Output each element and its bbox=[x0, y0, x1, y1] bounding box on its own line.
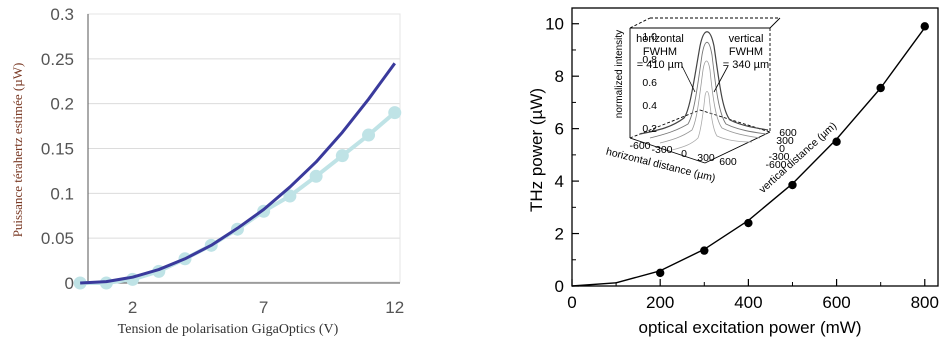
chart-right-series bbox=[571, 22, 929, 287]
series-data-point bbox=[655, 268, 665, 278]
chart-right-x-tick-label: 800 bbox=[911, 293, 939, 312]
chart-right-x-axis-title: optical excitation power (mW) bbox=[639, 318, 862, 337]
inset-z-axis-title: normalized intensity bbox=[614, 30, 625, 118]
series-measured-point bbox=[283, 189, 297, 203]
annotation-vertical-line-2: FWHM bbox=[729, 46, 763, 58]
chart-left-y-tick-label: 0.1 bbox=[50, 184, 74, 203]
chart-right-frame bbox=[571, 7, 939, 287]
inset-y-tick-label: -300 bbox=[768, 151, 789, 163]
annotation-horizontal-line-3: = 410 µm bbox=[637, 59, 683, 71]
chart-left-x-tick-label: 2 bbox=[128, 298, 137, 317]
chart-left: 0 0.05 0.1 0.15 0.2 0.25 0.3 2 7 12 Tension de p… bbox=[10, 5, 404, 337]
chart-right-y-tick-label: 0 bbox=[555, 277, 564, 296]
chart-left-x-tick-labels: 2 7 12 bbox=[128, 298, 404, 317]
inset-z-tick-label: 0.6 bbox=[642, 77, 657, 89]
inset-x-tick-label: -300 bbox=[651, 144, 672, 156]
chart-left-y-tick-label: 0.3 bbox=[50, 5, 74, 24]
annotation-vertical-line-3: = 340 µm bbox=[723, 59, 769, 71]
chart-right-x-tick-label: 200 bbox=[646, 293, 674, 312]
series-measured-line bbox=[80, 111, 397, 285]
inset-annotation-horizontal: horizontal FWHM = 410 µm bbox=[636, 33, 696, 93]
series-data-point bbox=[920, 22, 929, 31]
chart-left-x-axis-title: Tension de polarisation GigaOptics (V) bbox=[118, 322, 339, 337]
chart-left-series bbox=[73, 62, 402, 290]
series-measured-point bbox=[309, 169, 323, 183]
chart-left-x-tick-label: 7 bbox=[259, 298, 268, 317]
inset-z-tick-label: 1.0 bbox=[642, 31, 657, 43]
annotation-horizontal-line-1: horizontal bbox=[636, 33, 684, 45]
series-data-point bbox=[876, 83, 885, 93]
chart-left-y-tick-label: 0.05 bbox=[41, 229, 74, 248]
chart-right-x-tick-label: 400 bbox=[734, 293, 762, 312]
series-data-point bbox=[744, 218, 753, 228]
inset-beam-profile: 0.20.40.60.81.0 -600 -300 0 300 600 6003000-… bbox=[605, 17, 839, 196]
series-data-point bbox=[788, 180, 797, 190]
inset-annotation-vertical: vertical FWHM = 340 µm bbox=[713, 33, 769, 93]
chart-left-y-tick-label: 0.2 bbox=[50, 95, 74, 114]
inset-x-tick-labels: -600 -300 0 300 600 bbox=[629, 140, 736, 168]
inset-z-tick-label: 0.8 bbox=[642, 54, 657, 66]
chart-right-y-axis-title: THz power (µW) bbox=[527, 88, 546, 212]
inset-y-tick-label: 600 bbox=[779, 127, 797, 139]
chart-left-y-tick-labels: 0 0.05 0.1 0.15 0.2 0.25 0.3 bbox=[41, 5, 74, 293]
chart-right-y-tick-label: 6 bbox=[555, 120, 564, 139]
chart-left-gridlines bbox=[88, 13, 400, 239]
chart-right-x-tick-label: 0 bbox=[567, 293, 576, 312]
inset-surface bbox=[639, 31, 769, 151]
chart-right-y-tick-label: 8 bbox=[555, 67, 564, 86]
chart-right-x-tick-label: 600 bbox=[822, 293, 850, 312]
chart-left-y-tick-label: 0.25 bbox=[41, 50, 74, 69]
chart-left-x-tick-label: 12 bbox=[385, 298, 404, 317]
series-fit-line bbox=[80, 62, 396, 285]
series-measured-point bbox=[335, 149, 349, 163]
chart-right-y-tick-label: 10 bbox=[545, 15, 564, 34]
series-data-point bbox=[832, 137, 841, 146]
inset-x-tick-label: 600 bbox=[719, 156, 737, 168]
series-measured-point bbox=[362, 128, 376, 142]
chart-right: 0 2 4 6 8 10 0 200 400 600 800 optical excitation… bbox=[527, 7, 939, 337]
inset-y-tick-label: -600 bbox=[765, 159, 786, 171]
inset-x-tick-label: 300 bbox=[697, 152, 715, 164]
annotation-horizontal-line-2: FWHM bbox=[643, 46, 677, 58]
chart-right-y-tick-labels: 0 2 4 6 8 10 bbox=[545, 15, 564, 296]
inset-z-tick-label: 0.4 bbox=[642, 100, 657, 112]
inset-x-tick-label: -600 bbox=[629, 140, 650, 152]
annotation-horizontal-arrow bbox=[681, 65, 696, 93]
annotation-vertical-line-1: vertical bbox=[729, 33, 764, 45]
chart-left-y-tick-label: 0 bbox=[65, 274, 74, 293]
inset-box bbox=[629, 17, 781, 164]
chart-right-y-tick-label: 4 bbox=[555, 172, 564, 191]
chart-left-y-tick-label: 0.15 bbox=[41, 140, 74, 159]
inset-z-tick-label: 0.2 bbox=[642, 123, 657, 135]
series-data-point bbox=[700, 246, 709, 255]
chart-left-y-axis-title: Puissance térahertz estimée (µW) bbox=[10, 63, 25, 238]
chart-right-y-tick-label: 2 bbox=[555, 225, 564, 244]
inset-x-tick-label: 0 bbox=[681, 148, 687, 160]
inset-y-tick-label: 300 bbox=[776, 135, 794, 147]
chart-right-x-tick-labels: 0 200 400 600 800 bbox=[567, 293, 939, 312]
inset-z-tick-labels: 0.2 0.4 0.6 0.8 1.0 bbox=[642, 31, 657, 135]
annotation-vertical-arrow bbox=[713, 65, 729, 93]
series-measured-point bbox=[388, 106, 402, 120]
inset-y-tick-label: 0 bbox=[779, 143, 785, 155]
